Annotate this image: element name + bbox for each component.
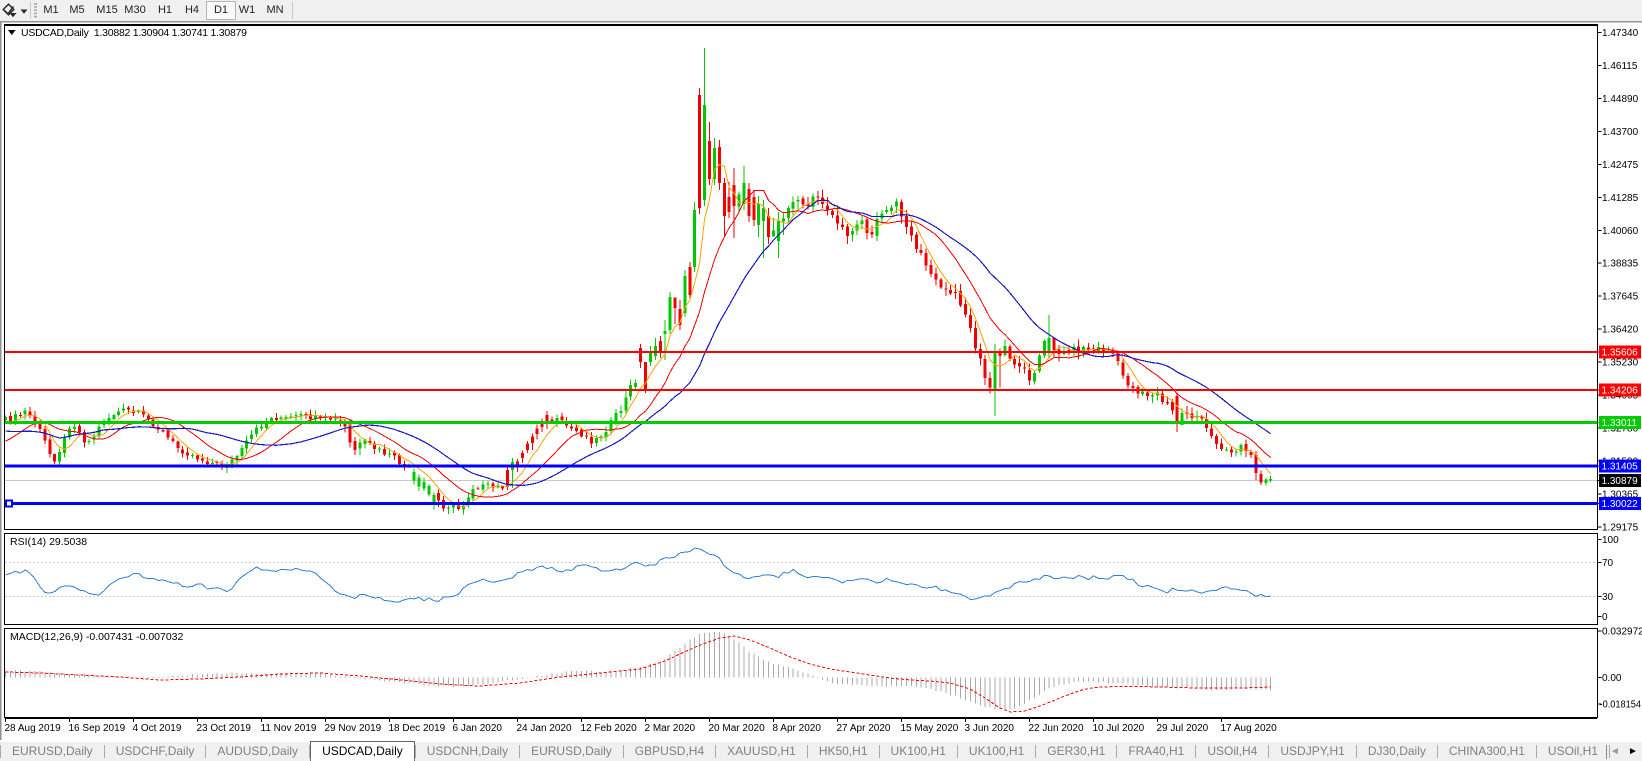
svg-text:1.37645: 1.37645 [1602,292,1639,303]
svg-text:0.00: 0.00 [1602,673,1622,684]
svg-text:1.35230: 1.35230 [1602,358,1639,369]
svg-text:1.34206: 1.34206 [1602,385,1639,396]
svg-text:1.44890: 1.44890 [1602,94,1639,105]
svg-text:11 Nov 2019: 11 Nov 2019 [261,723,317,734]
svg-text:20 Mar 2020: 20 Mar 2020 [709,723,766,734]
svg-text:1.30022: 1.30022 [1602,499,1639,510]
svg-text:8 Apr 2020: 8 Apr 2020 [773,723,822,734]
svg-text:1.40060: 1.40060 [1602,226,1639,237]
svg-text:0.032972: 0.032972 [1602,627,1642,638]
svg-text:23 Oct 2019: 23 Oct 2019 [197,723,252,734]
svg-text:30: 30 [1602,592,1614,603]
svg-text:70: 70 [1602,558,1614,569]
svg-text:1.29175: 1.29175 [1602,522,1639,533]
svg-text:1.30365: 1.30365 [1602,489,1639,500]
svg-text:16 Sep 2019: 16 Sep 2019 [69,723,126,734]
svg-text:10 Jul 2020: 10 Jul 2020 [1093,723,1145,734]
svg-text:1.42475: 1.42475 [1602,160,1639,171]
svg-text:MACD(12,26,9) -0.007431 -0.007: MACD(12,26,9) -0.007431 -0.007032 [10,631,184,643]
svg-text:-0.018154: -0.018154 [1600,700,1642,711]
svg-text:3 Jun 2020: 3 Jun 2020 [965,723,1015,734]
svg-text:1.41285: 1.41285 [1602,193,1639,204]
svg-text:29 Jul 2020: 29 Jul 2020 [1157,723,1209,734]
svg-text:100: 100 [1602,535,1619,546]
svg-text:29 Nov 2019: 29 Nov 2019 [325,723,382,734]
svg-text:1.43700: 1.43700 [1602,127,1639,138]
svg-text:RSI(14) 29.5038: RSI(14) 29.5038 [10,536,87,548]
svg-text:17 Aug 2020: 17 Aug 2020 [1221,723,1278,734]
svg-text:6 Jan 2020: 6 Jan 2020 [453,723,503,734]
svg-text:1.35606: 1.35606 [1602,347,1639,358]
svg-text:0: 0 [1602,612,1608,623]
svg-text:27 Apr 2020: 27 Apr 2020 [837,723,891,734]
svg-text:1.38835: 1.38835 [1602,259,1639,270]
svg-text:12 Feb 2020: 12 Feb 2020 [581,723,638,734]
svg-text:4 Oct 2019: 4 Oct 2019 [133,723,182,734]
svg-text:1.36420: 1.36420 [1602,325,1639,336]
svg-text:28 Aug 2019: 28 Aug 2019 [5,723,62,734]
svg-text:1.46115: 1.46115 [1602,61,1638,72]
svg-text:15 May 2020: 15 May 2020 [901,723,959,734]
svg-text:1.47340: 1.47340 [1602,28,1639,39]
svg-text:USDCAD,Daily 1.30882 1.30904: USDCAD,Daily 1.30882 1.30904 1.30741 1.3… [21,27,247,39]
svg-text:1.31405: 1.31405 [1602,462,1639,473]
svg-text:18 Dec 2019: 18 Dec 2019 [389,723,446,734]
svg-text:1.30879: 1.30879 [1602,476,1639,487]
svg-text:1.33011: 1.33011 [1602,418,1638,429]
svg-text:24 Jan 2020: 24 Jan 2020 [517,723,572,734]
svg-text:2 Mar 2020: 2 Mar 2020 [645,723,696,734]
svg-text:22 Jun 2020: 22 Jun 2020 [1029,723,1084,734]
